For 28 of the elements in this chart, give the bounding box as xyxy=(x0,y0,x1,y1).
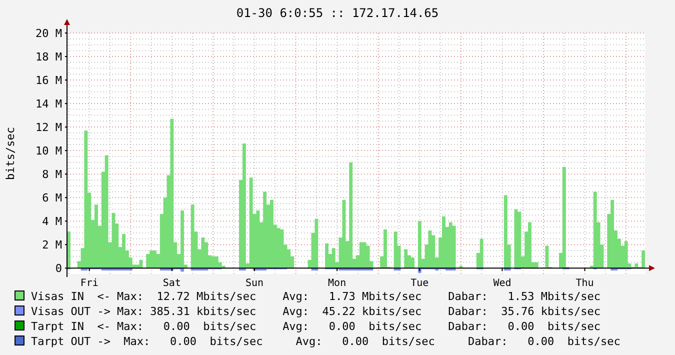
y-tick-label: 8 M xyxy=(42,168,62,182)
y-tick-label: 20 M xyxy=(36,27,62,40)
x-tick-label: Sun xyxy=(245,278,264,289)
x-tick-label: Thu xyxy=(576,278,594,289)
y-tick-label: 12 M xyxy=(36,121,62,134)
y-axis-title: bits/sec xyxy=(4,127,17,180)
y-tick-label: 16 M xyxy=(36,74,62,88)
legend-label: Tarpt OUT -> xyxy=(31,335,111,348)
text: Max: 0.00 bits/sec Avg: 0.00 bits/sec Dabar: 0.00 bits/sec xyxy=(117,335,620,348)
legend-label: Tarpt IN <- xyxy=(31,320,110,333)
y-tick-label: 4 M xyxy=(42,215,62,228)
y-tick-label: 18 M xyxy=(36,50,62,64)
text: Max: 385.31 kbits/sec Avg: 45.22 kbits/sec Dabar: 35.76 kbits/sec xyxy=(117,305,600,318)
legend-label: Visas IN <- xyxy=(31,290,110,303)
chart-title: 01-30 6:0:55 :: 172.17.14.65 xyxy=(236,6,439,20)
x-tick-label: Sat xyxy=(162,278,181,289)
y-tick-label: 6 M xyxy=(42,192,62,205)
y-tick-label: 10 M xyxy=(36,144,62,158)
y-tick-label: 0 xyxy=(55,262,62,276)
legend-label: Visas OUT -> xyxy=(31,305,111,318)
x-tick-label: Mon xyxy=(328,278,346,289)
x-tick-label: Wed xyxy=(493,278,512,289)
x-tick-label: Fri xyxy=(80,278,98,289)
y-tick-label: 14 M xyxy=(36,98,62,111)
text: Max: 12.72 Mbits/sec Avg: 1.73 Mbits/sec Dabar: 1.53 Mbits/sec xyxy=(117,290,600,303)
y-tick-label: 2 M xyxy=(42,238,62,252)
text: Max: 0.00 bits/sec Avg: 0.00 bits/sec Dabar: 0.00 bits/sec xyxy=(117,320,600,333)
x-tick-label: Tue xyxy=(410,278,429,289)
